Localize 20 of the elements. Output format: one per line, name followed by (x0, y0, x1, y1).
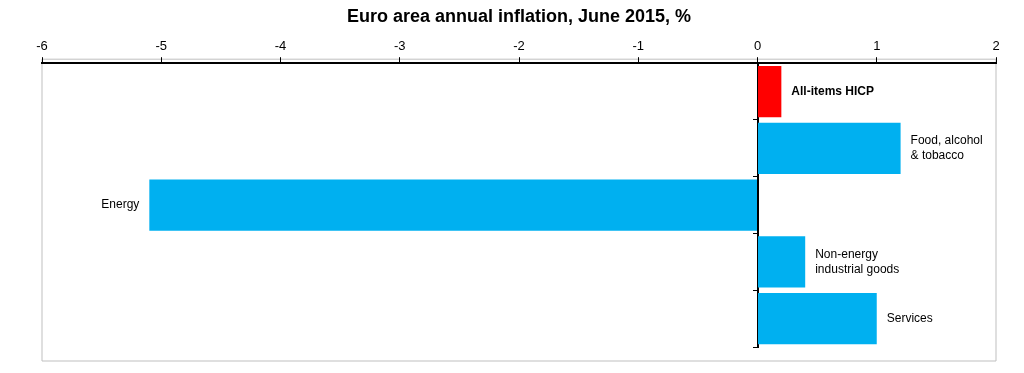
y-tick-label: Energy (101, 197, 140, 212)
bar (758, 65, 782, 118)
x-tick-label: 0 (753, 37, 762, 53)
x-tick-label: -3 (393, 37, 406, 53)
x-tick-label: -2 (513, 37, 525, 53)
x-tick-label: -4 (274, 37, 287, 53)
y-tick-label: All-items HICP (791, 83, 875, 98)
chart-title: Euro area annual inflation, June 2015, % (346, 5, 692, 26)
y-tick-label: Non-energy industrial goods (815, 246, 900, 276)
bar (758, 293, 877, 345)
y-tick-label: Food, alcohol & tobacco (910, 133, 983, 163)
x-tick-label: 1 (873, 37, 881, 53)
bar (149, 179, 757, 231)
y-tick-label: Services (886, 310, 933, 325)
x-tick-label: -5 (155, 37, 168, 53)
x-tick-label: -1 (632, 37, 645, 53)
x-tick-label: -6 (36, 37, 48, 53)
bar (758, 122, 901, 174)
bar (758, 236, 806, 288)
x-tick-label: 2 (992, 37, 1000, 53)
